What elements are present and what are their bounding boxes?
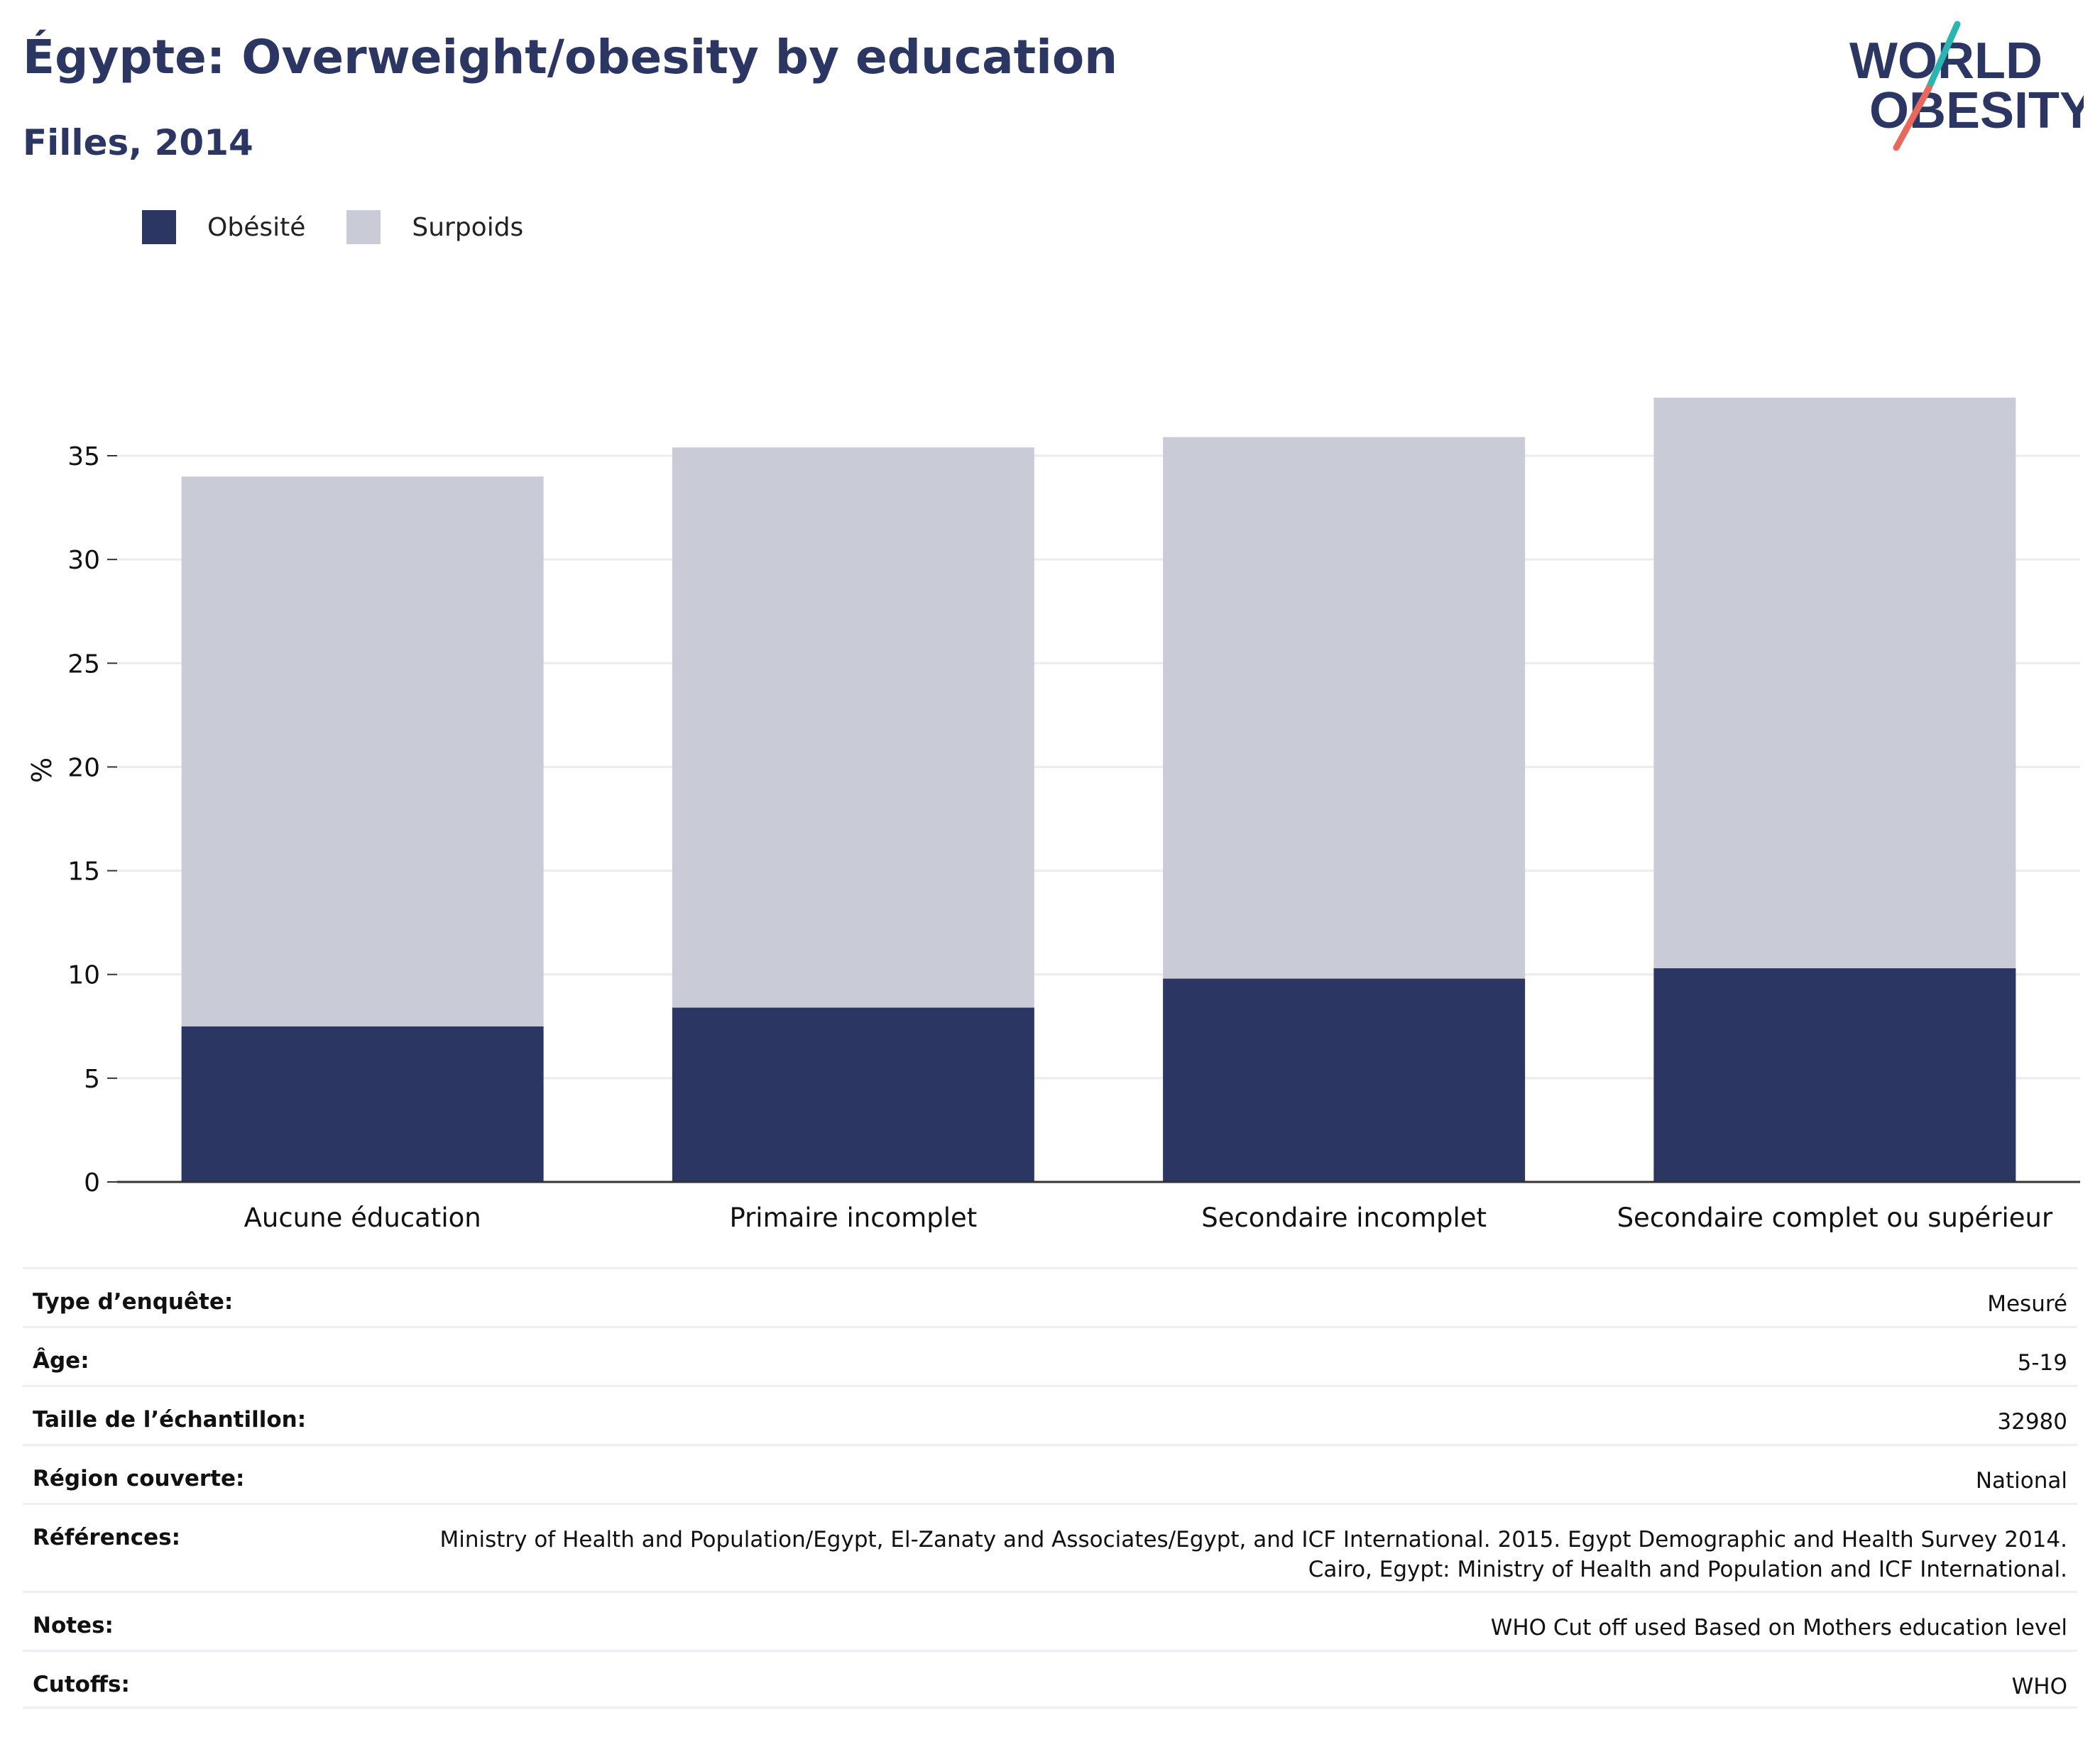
details-value: Mesuré	[1987, 1291, 2067, 1317]
x-tick-label: Aucune éducation	[244, 1203, 481, 1233]
legend-label-surpoids: Surpoids	[412, 212, 524, 242]
y-tick-label: 5	[84, 1065, 100, 1094]
bar-surpoids[interactable]	[1653, 398, 2016, 968]
y-axis-label: %	[26, 757, 58, 783]
details-value: National	[1975, 1468, 2067, 1494]
details-value: Ministry of Health and Population/Egypt,…	[439, 1527, 2067, 1582]
details-row: Références: Ministry of Health and Popula…	[23, 1503, 2077, 1591]
survey-details-table: Type d’enquête: Mesuré Âge: 5-19 Taille de l…	[23, 1267, 2077, 1709]
details-label: Références:	[33, 1525, 181, 1550]
legend-swatch-surpoids	[346, 210, 381, 244]
details-value: WHO Cut off used Based on Mothers educat…	[1490, 1615, 2067, 1641]
chart-title: Égypte: Overweight/obesity by education	[23, 30, 1118, 84]
x-tick-label: Secondaire complet ou supérieur	[1617, 1203, 2053, 1233]
logo-text-world: WORLD	[1849, 33, 2042, 89]
bar-surpoids[interactable]	[1163, 437, 1526, 979]
details-label: Taille de l’échantillon:	[33, 1407, 307, 1433]
bar-obesite[interactable]	[1653, 968, 2016, 1182]
legend-item-obesite[interactable]: Obésité	[142, 210, 305, 244]
world-obesity-logo: WORLD OBESITY	[1849, 21, 2084, 151]
details-row: Cutoffs: WHO	[23, 1650, 2077, 1709]
y-tick-label: 30	[67, 546, 100, 575]
logo-slash-teal	[1924, 21, 1961, 94]
details-value: 32980	[1997, 1409, 2067, 1435]
details-row: Âge: 5-19	[23, 1326, 2077, 1385]
bar-surpoids[interactable]	[672, 447, 1034, 1008]
details-row: Notes: WHO Cut off used Based on Mothers …	[23, 1591, 2077, 1650]
y-tick-label: 15	[67, 858, 100, 887]
x-tick-label: Secondaire incomplet	[1201, 1203, 1487, 1233]
bar-surpoids[interactable]	[181, 476, 544, 1026]
legend-label-obesite: Obésité	[207, 212, 306, 242]
bar-obesite[interactable]	[672, 1007, 1034, 1182]
y-tick-label: 25	[67, 650, 100, 679]
logo-text-obesity: OBESITY	[1869, 82, 2084, 139]
y-tick-label: 10	[67, 961, 100, 990]
y-tick-label: 0	[84, 1168, 100, 1198]
logo-slash-coral	[1893, 84, 1932, 151]
details-label: Type d’enquête:	[33, 1289, 234, 1315]
details-row: Région couverte: National	[23, 1444, 2077, 1503]
details-label: Cutoffs:	[33, 1672, 130, 1697]
y-tick-label: 20	[67, 753, 100, 782]
details-label: Notes:	[33, 1613, 114, 1638]
details-label: Âge:	[33, 1348, 89, 1374]
chart-legend: Obésité Surpoids	[142, 210, 564, 244]
stacked-bar-chart: % 0 5 10 15 20 25 30 35 Aucune éducation Primaire…	[26, 398, 2080, 1233]
chart-subtitle: Filles, 2014	[23, 122, 253, 163]
legend-swatch-obesite	[142, 210, 176, 244]
legend-item-surpoids[interactable]: Surpoids	[346, 210, 523, 244]
details-value: 5-19	[2017, 1350, 2067, 1376]
y-tick-label: 35	[67, 442, 100, 471]
details-row: Taille de l’échantillon: 32980	[23, 1385, 2077, 1444]
bar-obesite[interactable]	[181, 1026, 544, 1182]
bar-obesite[interactable]	[1163, 978, 1526, 1182]
details-value: WHO	[2011, 1674, 2067, 1699]
x-tick-label: Primaire incomplet	[729, 1203, 977, 1233]
details-label: Région couverte:	[33, 1466, 245, 1491]
details-row: Type d’enquête: Mesuré	[23, 1267, 2077, 1326]
